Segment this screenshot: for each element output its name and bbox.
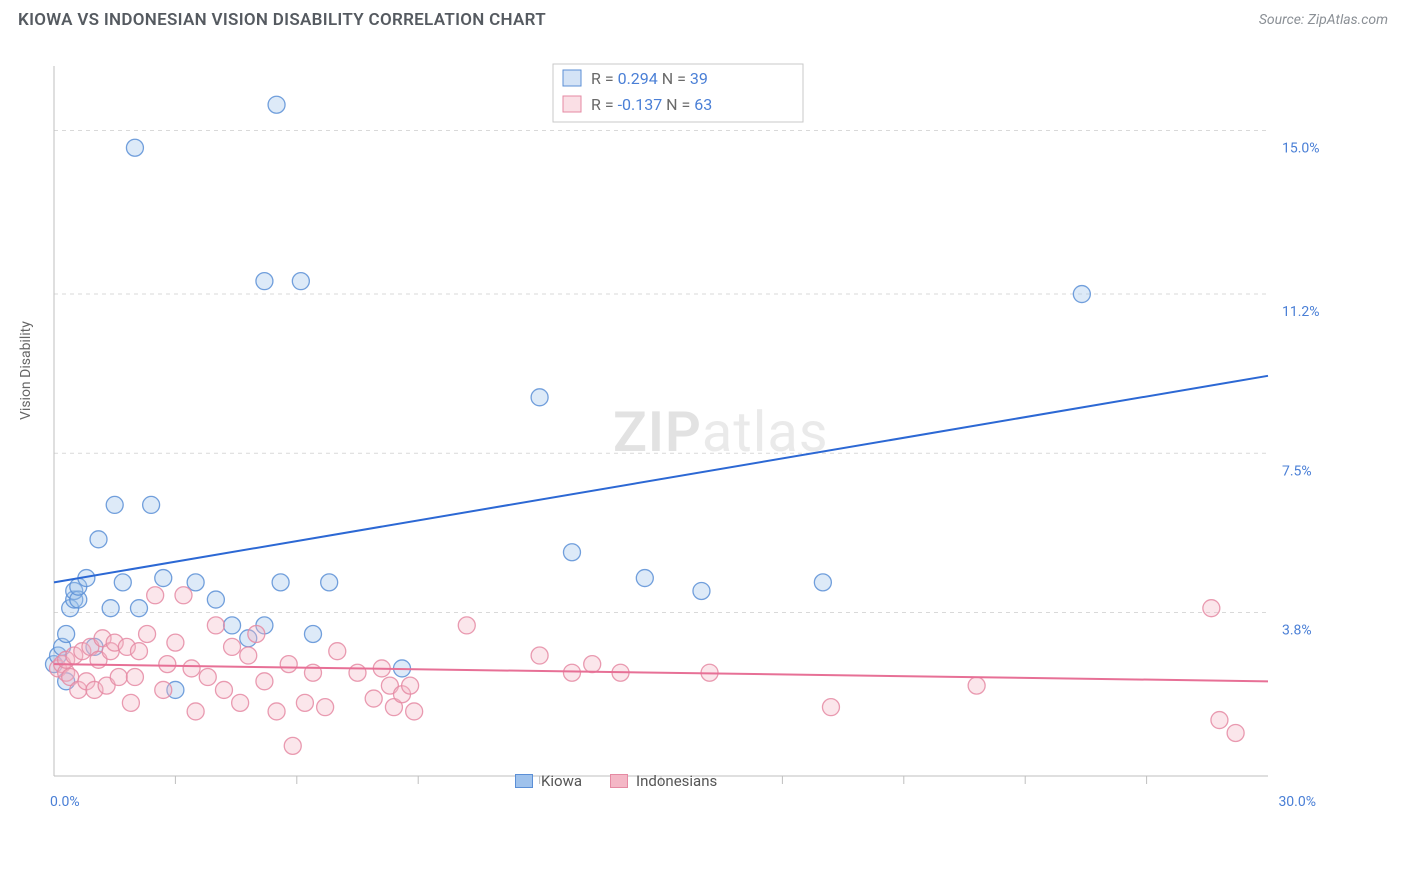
data-point [114,574,131,591]
data-point [406,703,423,720]
legend-item: Indonesians [610,772,717,790]
chart-svg: 3.8%7.5%11.2%15.0%0.0%30.0%ZIPatlasR = 0… [48,56,1328,816]
legend-swatch [610,774,628,788]
data-point [563,664,580,681]
data-point [110,669,127,686]
data-point [215,681,232,698]
legend-stat-box: R = 0.294 N = 39 R = -0.137 N = 63 [553,64,803,122]
data-point [636,570,653,587]
data-point [531,647,548,664]
data-point [207,591,224,608]
x-tick-label: 0.0% [50,794,80,810]
data-point [248,626,265,643]
data-point [1203,600,1220,617]
chart-title: KIOWA VS INDONESIAN VISION DISABILITY CO… [18,10,546,30]
data-point [199,669,216,686]
data-point [187,574,204,591]
data-point [167,634,184,651]
x-tick-label: 30.0% [1278,794,1316,810]
data-point [365,690,382,707]
data-point [256,273,273,290]
legend-item: Kiowa [515,772,582,790]
data-point [402,677,419,694]
data-point [106,496,123,513]
data-point [321,574,338,591]
data-point [272,574,289,591]
data-point [256,673,273,690]
data-point [584,656,601,673]
data-point [155,681,172,698]
data-point [183,660,200,677]
data-point [304,626,321,643]
y-tick-label: 15.0% [1282,141,1320,157]
data-point [693,582,710,599]
data-point [143,496,160,513]
scatter-chart: 3.8%7.5%11.2%15.0%0.0%30.0%ZIPatlasR = 0… [48,56,1328,816]
data-point [531,389,548,406]
y-tick-label: 7.5% [1282,463,1312,479]
y-axis-label: Vision Disability [18,321,34,420]
legend-label: Indonesians [636,772,717,790]
data-point [563,544,580,561]
data-point [268,703,285,720]
data-point [280,656,297,673]
data-point [224,617,241,634]
data-point [349,664,366,681]
data-point [147,587,164,604]
data-point [175,587,192,604]
data-point [126,139,143,156]
source-attribution: Source: ZipAtlas.com [1259,12,1388,28]
data-point [155,570,172,587]
legend-bottom: Kiowa Indonesians [515,772,717,790]
svg-text:R = -0.137 N = 63: R = -0.137 N = 63 [591,95,712,114]
legend-swatch [515,774,533,788]
data-point [822,699,839,716]
y-tick-label: 11.2% [1282,304,1320,320]
data-point [102,600,119,617]
data-point [58,626,75,643]
svg-text:R = 0.294 N = 39: R = 0.294 N = 39 [591,69,708,88]
data-point [268,96,285,113]
data-point [224,638,241,655]
data-point [317,699,334,716]
data-point [90,531,107,548]
data-point [284,737,301,754]
data-point [139,626,156,643]
data-point [207,617,224,634]
data-point [159,656,176,673]
data-point [814,574,831,591]
data-point [968,677,985,694]
data-point [122,694,139,711]
data-point [1227,724,1244,741]
data-point [458,617,475,634]
data-point [296,694,313,711]
data-point [232,694,249,711]
data-point [329,643,346,660]
regression-line [54,664,1268,681]
y-tick-label: 3.8% [1282,622,1312,638]
legend-label: Kiowa [541,772,582,790]
data-point [1211,712,1228,729]
data-point [1073,286,1090,303]
data-point [130,600,147,617]
data-point [240,647,257,664]
data-point [126,669,143,686]
data-point [130,643,147,660]
data-point [292,273,309,290]
data-point [187,703,204,720]
